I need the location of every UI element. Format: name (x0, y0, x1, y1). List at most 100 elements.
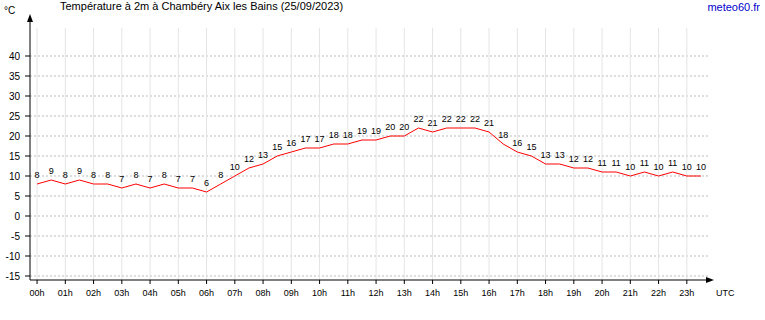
data-label: 8 (105, 170, 110, 180)
y-tick (25, 236, 30, 237)
y-grid-line (30, 196, 708, 197)
x-tick (432, 280, 433, 284)
y-tick (25, 196, 30, 197)
x-tick (630, 280, 631, 284)
data-label: 20 (385, 122, 395, 132)
data-label: 19 (371, 126, 381, 136)
x-grid-line (376, 28, 377, 280)
x-tick-label: 11h (341, 288, 355, 298)
data-label: 22 (470, 114, 480, 124)
data-label: 17 (300, 134, 310, 144)
x-grid-line (347, 28, 348, 280)
y-tick-label: 25 (9, 111, 21, 122)
x-tick (602, 280, 603, 284)
series-group (37, 128, 701, 192)
x-grid-line (65, 28, 66, 280)
y-tick (25, 56, 30, 57)
data-label: 12 (583, 154, 593, 164)
y-grid-line (30, 176, 708, 177)
data-label: 11 (612, 158, 621, 168)
y-tick-label: 5 (14, 191, 20, 202)
y-grid-line (30, 56, 708, 57)
x-tick-label: 16h (482, 288, 497, 298)
data-label: 12 (569, 154, 579, 164)
data-label: 22 (456, 114, 466, 124)
x-tick (517, 280, 518, 284)
x-tick-label: 21h (623, 288, 638, 298)
x-grid-line (178, 28, 179, 280)
x-grid-line (686, 28, 687, 280)
y-tick (25, 256, 30, 257)
x-tick-label: 00h (30, 288, 45, 298)
x-axis (30, 280, 708, 281)
x-tick-label: 01h (58, 288, 73, 298)
data-label: 10 (230, 162, 240, 172)
x-grid-line (93, 28, 94, 280)
x-tick-label: 17h (510, 288, 525, 298)
data-label: 10 (654, 162, 664, 172)
x-tick (460, 280, 461, 284)
x-axis-arrow (706, 277, 714, 283)
source: meteo60.fr (707, 1, 760, 13)
y-grid-line (30, 236, 708, 237)
x-tick (291, 280, 292, 284)
x-tick-label: 07h (227, 288, 242, 298)
x-tick (178, 280, 179, 284)
x-tick-label: 03h (114, 288, 129, 298)
data-label: 19 (357, 126, 367, 136)
data-label: 20 (399, 122, 409, 132)
x-tick (206, 280, 207, 284)
data-label: 8 (35, 170, 40, 180)
x-tick (376, 280, 377, 284)
y-tick-label: 10 (9, 171, 21, 182)
x-grid-line (602, 28, 603, 280)
x-grid-line (432, 28, 433, 280)
x-tick-label: 14h (425, 288, 440, 298)
data-label: 7 (176, 174, 181, 184)
y-tick-label: 15 (9, 151, 21, 162)
x-tick-label: 09h (284, 288, 299, 298)
y-axis-arrow (27, 14, 33, 22)
y-tick-label: -10 (6, 251, 21, 262)
x-tick-label: 22h (651, 288, 666, 298)
data-label: 15 (272, 142, 282, 152)
data-label: 9 (77, 166, 82, 176)
x-grid-line (121, 28, 122, 280)
y-grid-line (30, 156, 708, 157)
x-grid-line (460, 28, 461, 280)
data-label: 6 (204, 178, 209, 188)
y-grid-line (30, 96, 708, 97)
x-grid-line (37, 28, 38, 280)
x-grid-line (517, 28, 518, 280)
x-tick-label: 08h (256, 288, 271, 298)
data-label: 7 (119, 174, 124, 184)
data-label: 22 (413, 114, 423, 124)
data-label: 21 (428, 118, 438, 128)
y-tick (25, 176, 30, 177)
data-label: 11 (668, 158, 677, 168)
data-label: 7 (190, 174, 195, 184)
data-label: 11 (597, 158, 606, 168)
y-grid-line (30, 276, 708, 277)
data-label: 18 (343, 130, 353, 140)
x-tick (489, 280, 490, 284)
x-tick-label: 12h (369, 288, 384, 298)
x-tick-label: 06h (199, 288, 214, 298)
x-tick (347, 280, 348, 284)
x-tick-label: 04h (143, 288, 158, 298)
x-grid-line (234, 28, 235, 280)
y-grid-line (30, 116, 708, 117)
y-tick (25, 276, 30, 277)
data-label: 8 (133, 170, 138, 180)
data-label: 8 (63, 170, 68, 180)
x-grid-line (291, 28, 292, 280)
x-tick (404, 280, 405, 284)
x-tick (37, 280, 38, 284)
grid (30, 28, 708, 280)
data-label: 13 (555, 150, 565, 160)
y-grid-line (30, 256, 708, 257)
data-label: 15 (526, 142, 536, 152)
x-tick (150, 280, 151, 284)
x-tick (686, 280, 687, 284)
x-grid-line (319, 28, 320, 280)
